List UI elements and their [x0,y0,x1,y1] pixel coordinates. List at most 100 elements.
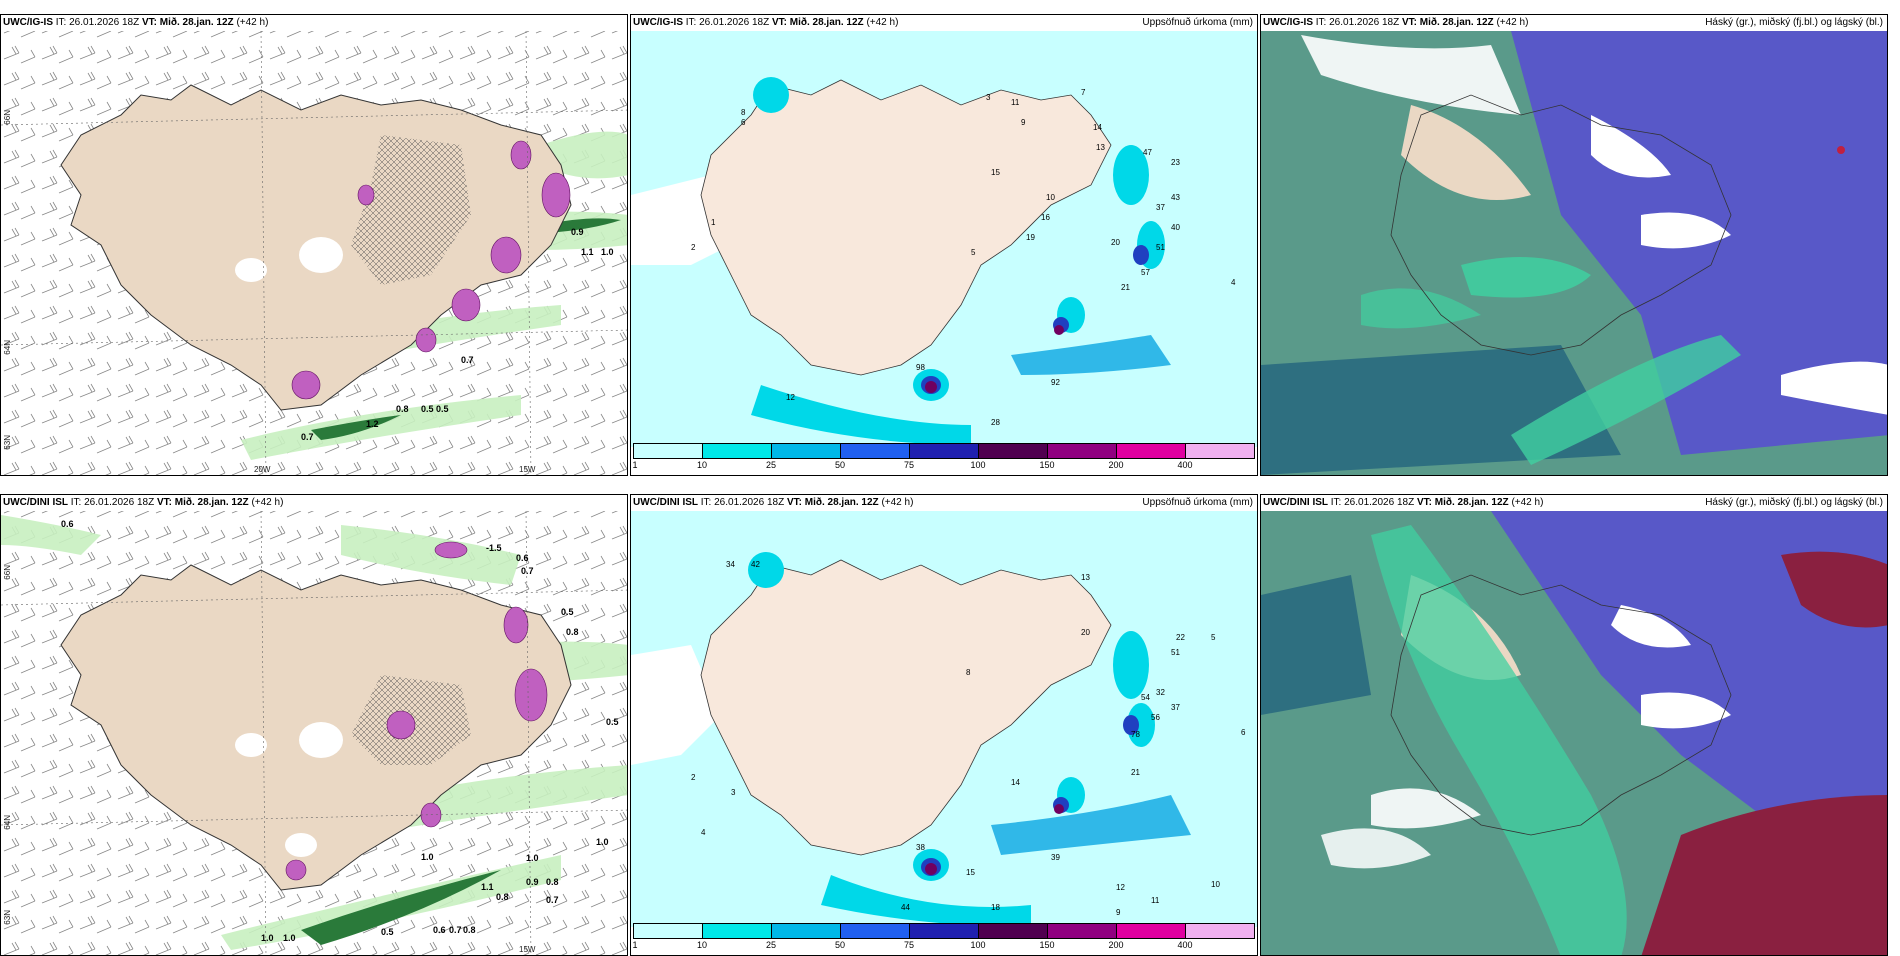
panel-header: UWC/IG-IS IT: 26.01.2026 18Z VT: Mið. 28… [1261,15,1887,31]
legend-tick: 1 [632,940,638,950]
precip-value: 14 [1093,123,1102,132]
valid-label: VT: [1416,497,1432,508]
precip-value: 20 [1081,628,1090,637]
panel-precip-dini: UWC/DINI ISL IT: 26.01.2026 18Z VT: Mið.… [630,494,1258,956]
legend-swatch [772,924,841,938]
wind-label: 0.6 [61,519,74,529]
model-name: UWC/DINI ISL [3,497,68,508]
legend-swatch [634,444,703,458]
panel-wind-ig: UWC/IG-IS IT: 26.01.2026 18Z VT: Mið. 28… [0,14,628,476]
lead-time: (+42 h) [236,17,269,28]
panel-header: UWC/IG-IS IT: 26.01.2026 18Z VT: Mið. 28… [1,15,627,31]
precip-value: 42 [751,560,760,569]
wind-label: 1.0 [261,933,274,943]
panel-wind-dini: UWC/DINI ISL IT: 26.01.2026 18Z VT: Mið.… [0,494,628,956]
model-name: UWC/IG-IS [633,17,683,28]
wind-label: 1.0 [596,837,609,847]
wind-label: -1.5 [486,543,502,553]
precip-value: 37 [1156,203,1165,212]
init-time: IT: 26.01.2026 18Z [70,497,155,508]
precip-value: 12 [1116,883,1125,892]
legend-tick: 400 [1177,940,1193,950]
precip-value: 2 [691,243,696,252]
panel-title: Uppsöfnuð úrkoma (mm) [1142,17,1253,28]
precip-value: 16 [1041,213,1050,222]
lat-label: 63N [3,435,12,450]
model-name: UWC/DINI ISL [633,497,698,508]
precip-value: 18 [991,903,1000,912]
legend-tick: 10 [696,460,708,470]
valid-label: VT: [1401,17,1417,28]
valid-time: Mið. 28.jan. 12Z [1434,497,1509,508]
wind-label: 0.5 [606,717,619,727]
legend-swatch [1117,924,1186,938]
lon-label: 20W [254,465,271,474]
legend-tick: 50 [834,940,846,950]
wind-label: 0.6 [433,925,446,935]
precip-value: 6 [1241,728,1246,737]
precip-value: 12 [786,393,795,402]
precip-value: 56 [1151,713,1160,722]
precip-value: 32 [1156,688,1165,697]
precip-value: 11 [1011,98,1020,107]
precip-value: 51 [1171,648,1180,657]
wind-label: 0.6 [516,553,529,563]
precip-value: 34 [726,560,735,569]
legend-tick: 75 [903,940,915,950]
model-name: UWC/DINI ISL [1263,497,1328,508]
wind-label: 1.1 [581,247,594,257]
precip-value: 15 [966,868,975,877]
wind-label: 1.2 [366,419,379,429]
precip-value: 21 [1131,768,1140,777]
cloud-map [1261,511,1887,955]
legend-tick: 1 [632,460,638,470]
wind-label: 1.0 [526,853,539,863]
legend-swatch [772,444,841,458]
wind-map: 0.9 1.1 1.0 0.7 0.8 0.5 0.5 0.7 1.2 [1,30,627,475]
precip-value: 78 [1131,730,1140,739]
cloud-map [1261,31,1887,475]
panel-title: Uppsöfnuð úrkoma (mm) [1142,497,1253,508]
wind-label: 0.7 [449,925,462,935]
lat-label: 64N [3,815,12,830]
precip-map: 22 51 37 56 78 54 32 21 39 38 15 44 18 1… [631,511,1257,927]
precip-value: 3 [731,788,736,797]
precip-value: 13 [1096,143,1105,152]
wind-label: 0.9 [526,877,539,887]
valid-time: Mið. 28.jan. 12Z [174,497,249,508]
legend-tick: 100 [970,940,986,950]
legend-tick: 25 [765,460,777,470]
wind-label: 0.8 [546,877,559,887]
precip-value: 8 [966,668,971,677]
legend-swatch [979,444,1048,458]
lat-label: 64N [3,340,12,355]
precip-value: 51 [1156,243,1165,252]
precip-value: 92 [1051,378,1060,387]
precip-legend: 1 10 25 50 75 100 150 200 400 [632,923,1255,953]
wind-label: 1.0 [283,933,296,943]
precip-value: 28 [991,418,1000,427]
model-name: UWC/IG-IS [1263,17,1313,28]
precip-value: 19 [1026,233,1035,242]
legend-colorbar [633,443,1255,459]
legend-colorbar [633,923,1255,939]
init-time: IT: 26.01.2026 18Z [1330,497,1415,508]
precip-value: 9 [1021,118,1026,127]
precip-value: 5 [971,248,976,257]
legend-tick: 75 [903,460,915,470]
wind-label: 0.8 [463,925,476,935]
wind-map: -1.5 0.6 0.7 0.5 0.8 0.5 1.0 1.0 1.0 0.9… [1,510,627,955]
legend-swatch [1186,924,1254,938]
precip-legend: 1 10 25 50 75 100 150 200 400 [632,443,1255,473]
legend-swatch [841,924,910,938]
precip-value: 3 [986,93,991,102]
precip-value: 23 [1171,158,1180,167]
valid-label: VT: [786,497,802,508]
wind-label: 0.8 [396,404,409,414]
precip-map: 47 23 43 37 40 51 57 21 98 92 28 12 19 1… [631,31,1257,447]
legend-tick: 10 [696,940,708,950]
legend-tick: 100 [970,460,986,470]
wind-label: 0.7 [521,566,534,576]
iceland-land [700,559,1112,856]
panel-header: UWC/DINI ISL IT: 26.01.2026 18Z VT: Mið.… [1261,495,1887,511]
